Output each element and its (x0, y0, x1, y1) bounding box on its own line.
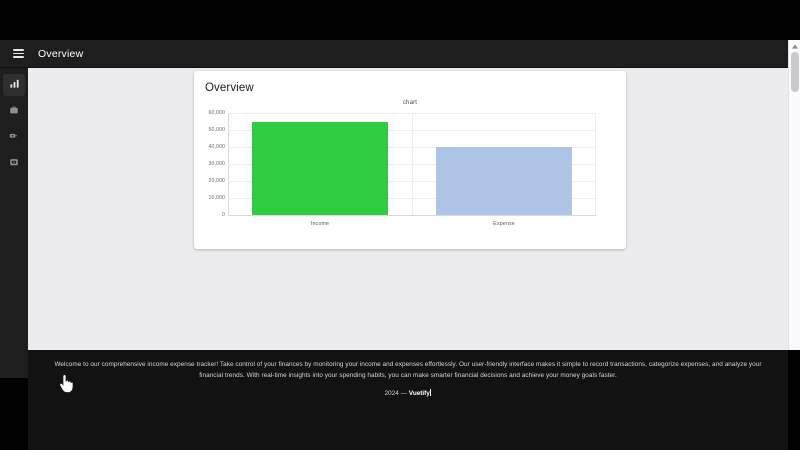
footer-copyright: 2024 — Vuetify (36, 389, 780, 397)
bar-chart: chart 0 10,000 20,000 30,000 40,000 50,000 60,… (194, 99, 626, 249)
scrollbar-thumb[interactable] (791, 52, 799, 92)
card-title: Overview (205, 82, 254, 94)
chart-x-tick-label: Income (310, 221, 330, 227)
chart-plot-area: 0 10,000 20,000 30,000 40,000 50,000 60,000 Inc… (209, 110, 596, 227)
chart-y-tick-label: 30,000 (208, 161, 225, 167)
footer-year: 2024 — (384, 390, 408, 397)
page-title: Overview (38, 47, 84, 60)
chart-y-tick-label: 50,000 (208, 127, 225, 133)
hamburger-menu-icon[interactable] (4, 40, 32, 68)
footer-brand: Vuetify (408, 390, 430, 397)
chart-heading: chart (402, 100, 418, 106)
sidebar-rail (0, 68, 28, 378)
briefcase-icon (9, 102, 19, 120)
text-caret (430, 389, 432, 396)
money-transfer-icon (9, 128, 19, 146)
window-top-strip (0, 0, 800, 40)
chart-category-divider (412, 113, 413, 215)
sidebar-item-wallet[interactable] (0, 150, 28, 176)
chart-gridline (228, 215, 596, 216)
sidebar-item-income[interactable] (0, 98, 28, 124)
overview-card: Overview chart 0 10,000 20,000 30,000 40,000… (194, 71, 626, 249)
chart-y-tick-label: 0 (222, 212, 225, 218)
chart-bar[interactable] (251, 121, 389, 215)
chart-x-tick-label: Expense (493, 221, 515, 227)
app-bar: Overview (0, 40, 788, 68)
wallet-icon (9, 154, 19, 172)
sidebar-item-transfer[interactable] (0, 124, 28, 150)
chart-y-tick-label: 10,000 (208, 195, 225, 201)
chart-category-divider (595, 113, 596, 215)
chart-y-tick-label: 40,000 (208, 144, 225, 150)
footer-description: Welcome to our comprehensive income expe… (54, 361, 762, 379)
chart-y-tick-label: 20,000 (208, 178, 225, 184)
chart-y-tick-label: 60,000 (208, 110, 225, 116)
chart-bar[interactable] (435, 147, 573, 215)
vertical-scrollbar[interactable] (788, 40, 800, 350)
footer: Welcome to our comprehensive income expe… (28, 350, 788, 450)
sidebar-item-overview[interactable] (0, 72, 28, 98)
scroll-up-arrow-icon[interactable] (789, 40, 800, 52)
main-content: Overview chart 0 10,000 20,000 30,000 40,000… (28, 68, 788, 350)
bar-chart-icon (9, 76, 20, 94)
